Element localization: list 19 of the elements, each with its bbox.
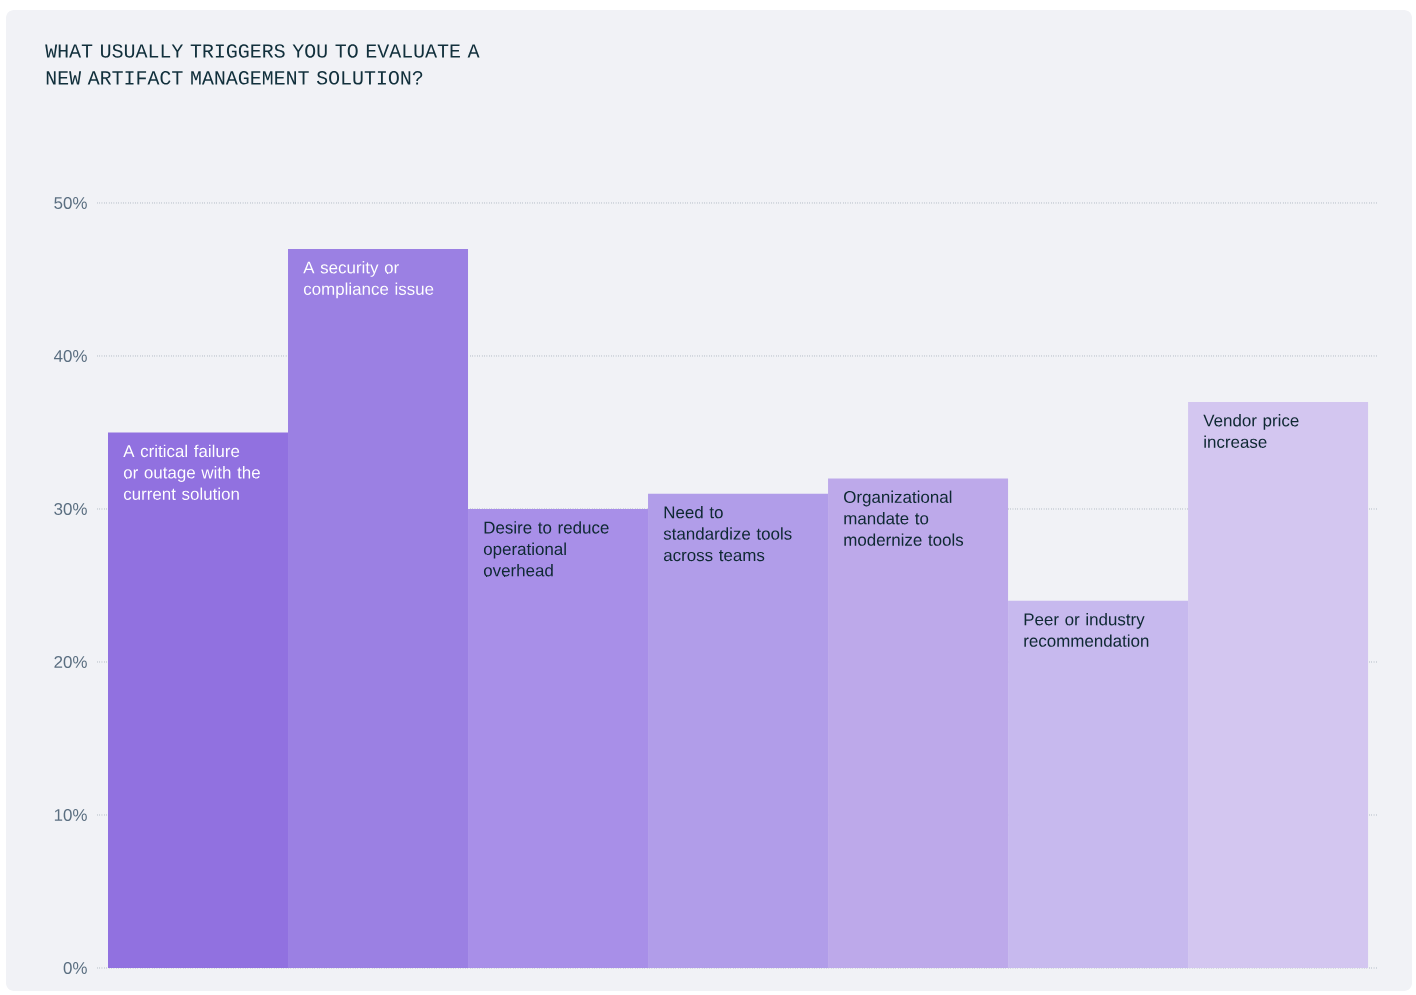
y-tick-label: 40% (53, 349, 87, 362)
bar (1188, 401, 1369, 968)
x-tick-label: Need to standardize tools across teams (663, 505, 792, 562)
x-tick-label: A security or compliance issue (303, 261, 434, 299)
x-tick-label: Organizational mandate to modernize tools (844, 490, 964, 546)
bar (288, 248, 469, 968)
x-tick-label: Vendor price increase (1203, 414, 1299, 448)
chart-title: WHAT USUALLY TRIGGERS YOU TO EVALUATE A NEW ARTIFACT MANAGEMENT SOLUTION? (45, 44, 480, 85)
x-tick-label: Peer or industry recommendation (1024, 613, 1149, 647)
x-tick-label: A critical failure or outage with the current solution (123, 444, 260, 500)
bar (108, 432, 289, 968)
bar (468, 508, 649, 968)
y-tick-label: 20% (54, 655, 87, 668)
y-tick-label: 0% (63, 962, 87, 974)
y-tick-label: 10% (54, 809, 87, 821)
y-tick-label: 50% (54, 196, 87, 209)
bar (1008, 600, 1189, 968)
y-tick-label: 30% (54, 502, 87, 515)
x-tick-label: Desire to reduce operational overhead (483, 521, 609, 577)
